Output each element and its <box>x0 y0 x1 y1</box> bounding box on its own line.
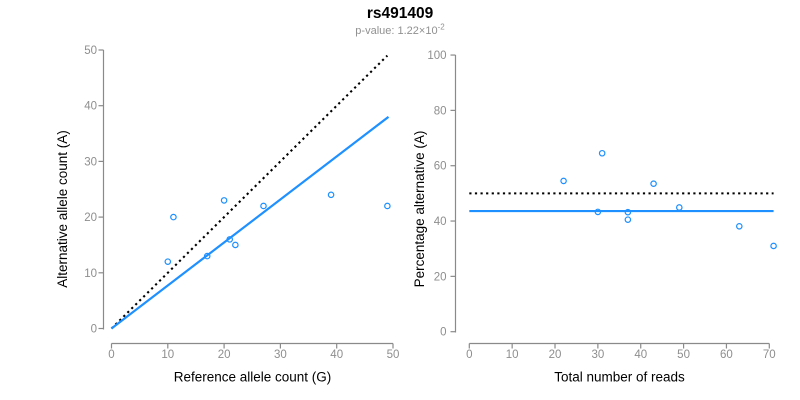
data-point <box>226 236 234 243</box>
data-point <box>170 213 177 221</box>
pvalue-prefix: p-value: <box>355 25 398 37</box>
data-point <box>164 258 172 265</box>
y-tick-label: 20 <box>434 271 447 283</box>
data-point <box>220 197 228 204</box>
x-tick-label: 60 <box>720 349 733 361</box>
x-axis-title: Reference allele count (G) <box>174 370 332 385</box>
data-point <box>650 180 657 187</box>
figure-subtitle: p-value: 1.22×10-2 <box>0 22 800 37</box>
data-point <box>232 241 239 249</box>
identity-line <box>110 54 389 330</box>
x-tick-label: 20 <box>218 349 231 361</box>
x-tick-label: 40 <box>634 349 647 361</box>
x-axis-title: Total number of reads <box>554 370 685 385</box>
data-point <box>327 191 335 199</box>
x-tick-label: 10 <box>161 349 174 361</box>
data-point <box>675 204 683 211</box>
y-tick-label: 0 <box>440 327 446 339</box>
y-tick-label: 50 <box>84 45 97 57</box>
y-tick-label: 10 <box>84 268 97 280</box>
pvalue-mantissa: 1.22×10 <box>397 25 438 37</box>
x-tick-label: 40 <box>330 349 343 361</box>
data-point <box>624 208 632 216</box>
y-axis-title: Percentage alternative (A) <box>412 131 427 288</box>
x-tick-label: 70 <box>763 349 776 361</box>
x-tick-label: 50 <box>387 349 400 361</box>
y-tick-label: 80 <box>434 105 447 117</box>
data-point <box>560 177 567 185</box>
x-tick-label: 30 <box>274 349 287 361</box>
x-tick-label: 30 <box>591 349 604 361</box>
fit-line <box>110 115 390 330</box>
x-tick-label: 0 <box>108 349 114 361</box>
data-point <box>624 216 632 223</box>
data-point <box>598 149 606 157</box>
y-axis-title: Alternative allele count (A) <box>55 130 70 288</box>
x-tick-label: 20 <box>549 349 562 361</box>
allele-count-scatter: 0 10 20 30 40 50 0 10 20 30 40 50 Reference allele c… <box>55 45 399 385</box>
x-tick-label: 50 <box>677 349 690 361</box>
data-point <box>260 202 267 210</box>
data-point <box>203 252 211 260</box>
y-tick-label: 40 <box>84 101 97 113</box>
data-point <box>384 202 391 210</box>
y-tick-label: 60 <box>434 161 447 173</box>
x-tick-label: 10 <box>506 349 519 361</box>
data-point <box>735 222 743 230</box>
data-point <box>770 242 777 250</box>
y-tick-label: 20 <box>84 212 97 224</box>
y-tick-label: 100 <box>427 50 446 62</box>
x-tick-label: 0 <box>466 349 472 361</box>
percentage-scatter: 0 10 20 30 40 50 60 70 0 20 40 60 80 100 Total number … <box>412 50 777 385</box>
y-tick-label: 30 <box>84 156 97 168</box>
figure-title: rs491409 <box>366 5 434 22</box>
pvalue-exponent: -2 <box>437 22 445 32</box>
y-tick-label: 0 <box>91 324 97 336</box>
y-tick-label: 40 <box>434 216 447 228</box>
data-point <box>594 208 602 216</box>
